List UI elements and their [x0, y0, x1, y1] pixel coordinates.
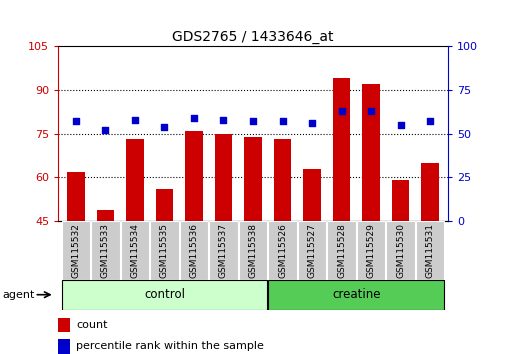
- Bar: [356, 221, 384, 280]
- Text: GSM115528: GSM115528: [336, 223, 345, 278]
- Bar: [209, 221, 237, 280]
- Text: control: control: [143, 288, 185, 301]
- Text: GSM115532: GSM115532: [71, 223, 80, 278]
- Bar: [96, 210, 114, 221]
- Point: [219, 117, 227, 122]
- Point: [248, 119, 257, 124]
- Bar: [67, 172, 85, 221]
- Bar: [268, 221, 296, 280]
- Point: [160, 124, 168, 130]
- Text: GSM115534: GSM115534: [130, 223, 139, 278]
- Text: GDS2765 / 1433646_at: GDS2765 / 1433646_at: [172, 30, 333, 44]
- Bar: [62, 221, 90, 280]
- Bar: [273, 139, 291, 221]
- Text: GSM115538: GSM115538: [248, 223, 257, 278]
- Bar: [302, 169, 320, 221]
- Bar: [91, 221, 119, 280]
- Bar: [150, 221, 178, 280]
- Point: [101, 127, 109, 133]
- Bar: [386, 221, 414, 280]
- Bar: [126, 139, 143, 221]
- Bar: [244, 137, 262, 221]
- Bar: [327, 221, 355, 280]
- Text: creatine: creatine: [331, 288, 380, 301]
- Text: GSM115533: GSM115533: [100, 223, 110, 278]
- Bar: [415, 221, 443, 280]
- Text: GSM115526: GSM115526: [277, 223, 286, 278]
- Point: [278, 119, 286, 124]
- Text: GSM115537: GSM115537: [219, 223, 228, 278]
- Text: agent: agent: [3, 290, 35, 300]
- Text: GSM115531: GSM115531: [425, 223, 434, 278]
- Bar: [58, 339, 70, 354]
- Bar: [156, 189, 173, 221]
- Text: GSM115530: GSM115530: [395, 223, 405, 278]
- Bar: [121, 221, 149, 280]
- Bar: [268, 280, 443, 310]
- Text: GSM115536: GSM115536: [189, 223, 198, 278]
- Point: [72, 119, 80, 124]
- Bar: [58, 318, 70, 332]
- Point: [337, 108, 345, 114]
- Text: GSM115527: GSM115527: [307, 223, 316, 278]
- Point: [189, 115, 197, 121]
- Bar: [297, 221, 326, 280]
- Bar: [62, 280, 267, 310]
- Text: percentile rank within the sample: percentile rank within the sample: [76, 341, 264, 352]
- Point: [366, 108, 374, 114]
- Point: [396, 122, 404, 128]
- Point: [131, 117, 139, 122]
- Bar: [185, 131, 203, 221]
- Bar: [179, 221, 208, 280]
- Bar: [420, 163, 438, 221]
- Bar: [214, 133, 232, 221]
- Point: [308, 120, 316, 126]
- Text: GSM115529: GSM115529: [366, 223, 375, 278]
- Point: [425, 119, 433, 124]
- Text: GSM115535: GSM115535: [160, 223, 169, 278]
- Text: count: count: [76, 320, 108, 330]
- Bar: [332, 78, 349, 221]
- Bar: [391, 181, 409, 221]
- Bar: [238, 221, 267, 280]
- Bar: [362, 84, 379, 221]
